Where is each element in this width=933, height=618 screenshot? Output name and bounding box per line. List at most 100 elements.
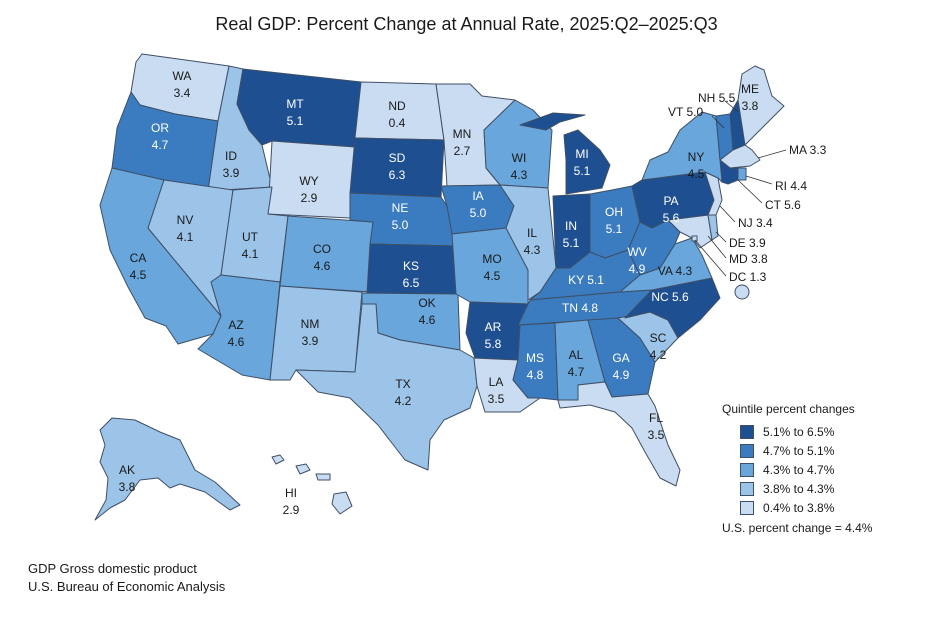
legend-swatch [740,443,754,458]
state-abbr-oh: OH [605,205,623,219]
map-title: Real GDP: Percent Change at Annual Rate,… [215,14,718,34]
legend-item-q1: 0.4% to 3.8% [740,498,872,517]
state-callout-vt: VT 5.0 [668,105,703,119]
state-value-oh: 5.1 [606,222,623,236]
state-abbr-la: LA [489,375,504,389]
state-abbr-wi: WI [512,151,527,165]
leader-ma [757,149,787,159]
state-value-ne: 5.0 [392,218,409,232]
state-value-il: 4.3 [524,243,541,257]
state-ak[interactable] [94,417,241,521]
state-value-mt: 5.1 [287,114,304,128]
state-abbr-co: CO [313,242,331,256]
state-dc[interactable] [691,235,698,242]
legend-item-q3: 4.3% to 4.7% [740,460,872,479]
state-label-ky: KY 5.1 [568,273,604,287]
state-abbr-ok: OK [418,296,435,310]
legend-label: 4.3% to 4.7% [763,462,835,477]
state-abbr-sd: SD [389,151,406,165]
state-value-mi: 5.1 [574,164,591,178]
state-abbr-ne: NE [392,201,409,215]
state-fl[interactable] [557,381,681,487]
state-value-nv: 4.1 [177,230,194,244]
state-abbr-az: AZ [228,318,243,332]
state-abbr-pa: PA [663,194,678,208]
state-callout-ma: MA 3.3 [789,143,827,157]
state-value-ms: 4.8 [527,368,544,382]
state-me[interactable] [737,65,785,146]
state-tx[interactable] [295,303,478,471]
legend: Quintile percent changes 5.1% to 6.5% 4.… [722,402,872,535]
state-value-ut: 4.1 [242,247,259,261]
state-abbr-ia: IA [472,189,483,203]
state-value-wy: 2.9 [301,191,318,205]
state-callout-ct: CT 5.6 [765,198,801,212]
state-ri[interactable] [737,167,747,181]
leader-nj [719,205,736,223]
state-value-al: 4.7 [568,365,585,379]
legend-title: Quintile percent changes [722,402,855,416]
state-abbr-ar: AR [485,320,502,334]
state-abbr-fl: FL [649,411,663,425]
state-value-nd: 0.4 [389,116,406,130]
state-abbr-in: IN [565,219,577,233]
footer: GDP Gross domestic product U.S. Bureau o… [28,560,225,596]
state-callout-dc: DC 1.3 [729,270,767,284]
state-nm[interactable] [269,285,363,381]
state-value-tx: 4.2 [395,394,412,408]
legend-label: 0.4% to 3.8% [763,500,835,515]
state-abbr-ca: CA [130,251,147,265]
dc-marker [734,284,750,300]
leader-de [715,231,727,243]
legend-item-q4: 4.7% to 5.1% [740,441,872,460]
leader-md [707,235,727,259]
state-value-ca: 4.5 [130,268,147,282]
state-abbr-nm: NM [301,317,320,331]
state-mi[interactable] [519,112,611,195]
state-callout-ri: RI 4.4 [775,179,807,193]
state-value-ar: 5.8 [485,337,502,351]
state-hi[interactable] [271,454,353,515]
state-value-in: 5.1 [563,236,580,250]
legend-label: 5.1% to 6.5% [763,424,835,439]
legend-swatch [740,500,754,515]
leader-dc [694,239,727,277]
legend-swatch [740,424,754,439]
state-callout-nj: NJ 3.4 [738,216,773,230]
us-total: U.S. percent change = 4.4% [722,521,873,535]
state-abbr-nv: NV [177,213,194,227]
state-value-ia: 5.0 [470,206,487,220]
leader-ct [737,179,763,204]
state-value-ga: 4.9 [613,368,630,382]
footer-source: U.S. Bureau of Economic Analysis [28,579,226,594]
state-label-tn: TN 4.8 [562,301,598,315]
state-value-pa: 5.6 [663,211,680,225]
legend-item-q5: 5.1% to 6.5% [740,422,872,441]
state-abbr-ga: GA [612,351,629,365]
state-value-az: 4.6 [228,335,245,349]
state-value-ny: 4.5 [688,167,705,181]
state-abbr-ks: KS [403,259,419,273]
state-value-hi: 2.9 [283,503,300,517]
leader-nh [724,100,739,113]
state-abbr-tx: TX [395,377,410,391]
state-callout-md: MD 3.8 [729,252,768,266]
state-il[interactable] [499,184,557,301]
state-value-wa: 3.4 [174,86,191,100]
state-value-wi: 4.3 [511,168,528,182]
state-abbr-wy: WY [299,174,318,188]
state-value-fl: 3.5 [648,428,665,442]
state-abbr-al: AL [569,348,584,362]
state-value-mn: 2.7 [454,144,471,158]
state-value-mo: 4.5 [484,269,501,283]
state-value-ok: 4.6 [419,313,436,327]
state-value-id: 3.9 [223,166,240,180]
state-value-or: 4.7 [152,138,169,152]
state-abbr-me: ME [741,82,759,96]
state-abbr-ak: AK [119,463,135,477]
legend-swatch [740,462,754,477]
state-value-wv: 4.9 [629,262,646,276]
state-value-sc: 4.2 [650,348,667,362]
legend-item-q2: 3.8% to 4.3% [740,479,872,498]
state-abbr-mn: MN [453,127,472,141]
